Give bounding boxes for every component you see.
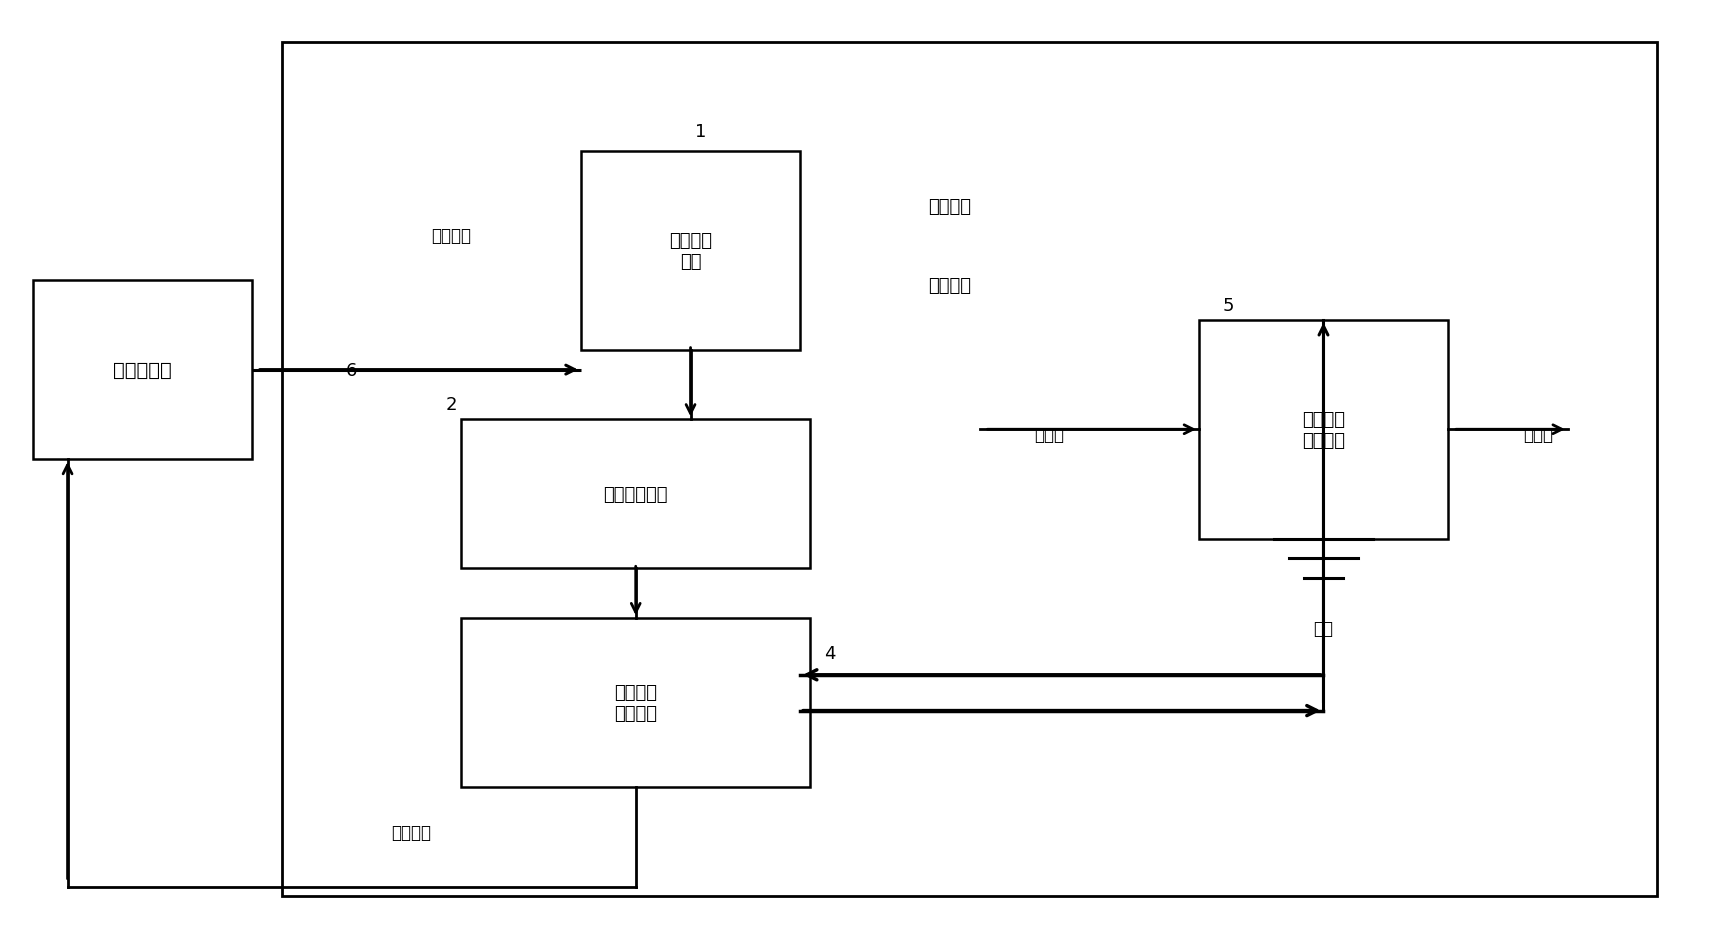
Text: 功率提取
单元: 功率提取 单元 bbox=[668, 231, 711, 270]
Text: 功率检测单元: 功率检测单元 bbox=[603, 485, 667, 503]
Text: 1: 1 bbox=[694, 123, 706, 141]
Text: 反射信号: 反射信号 bbox=[927, 277, 970, 295]
Text: 反馈信号: 反馈信号 bbox=[391, 823, 432, 841]
Bar bbox=[281, 42, 1656, 897]
Text: 驱动信号: 驱动信号 bbox=[927, 197, 970, 215]
Text: 2: 2 bbox=[446, 396, 458, 414]
Bar bbox=[581, 152, 800, 350]
Text: 反馈信号
产生单元: 反馈信号 产生单元 bbox=[614, 683, 656, 722]
Bar bbox=[1198, 321, 1447, 539]
Text: 输入光: 输入光 bbox=[1034, 426, 1064, 444]
Text: 电光相位
调制晶体: 电光相位 调制晶体 bbox=[1301, 411, 1344, 449]
Text: 接地: 接地 bbox=[1313, 619, 1333, 637]
Text: 输出光: 输出光 bbox=[1522, 426, 1551, 444]
Text: 5: 5 bbox=[1222, 296, 1234, 314]
Text: 驱动信号: 驱动信号 bbox=[430, 228, 471, 245]
Bar bbox=[461, 618, 809, 787]
Bar bbox=[461, 420, 809, 569]
Text: 调制信号源: 调制信号源 bbox=[113, 361, 171, 379]
Text: 6: 6 bbox=[346, 362, 357, 379]
Bar bbox=[33, 280, 252, 460]
Text: 4: 4 bbox=[824, 644, 835, 663]
